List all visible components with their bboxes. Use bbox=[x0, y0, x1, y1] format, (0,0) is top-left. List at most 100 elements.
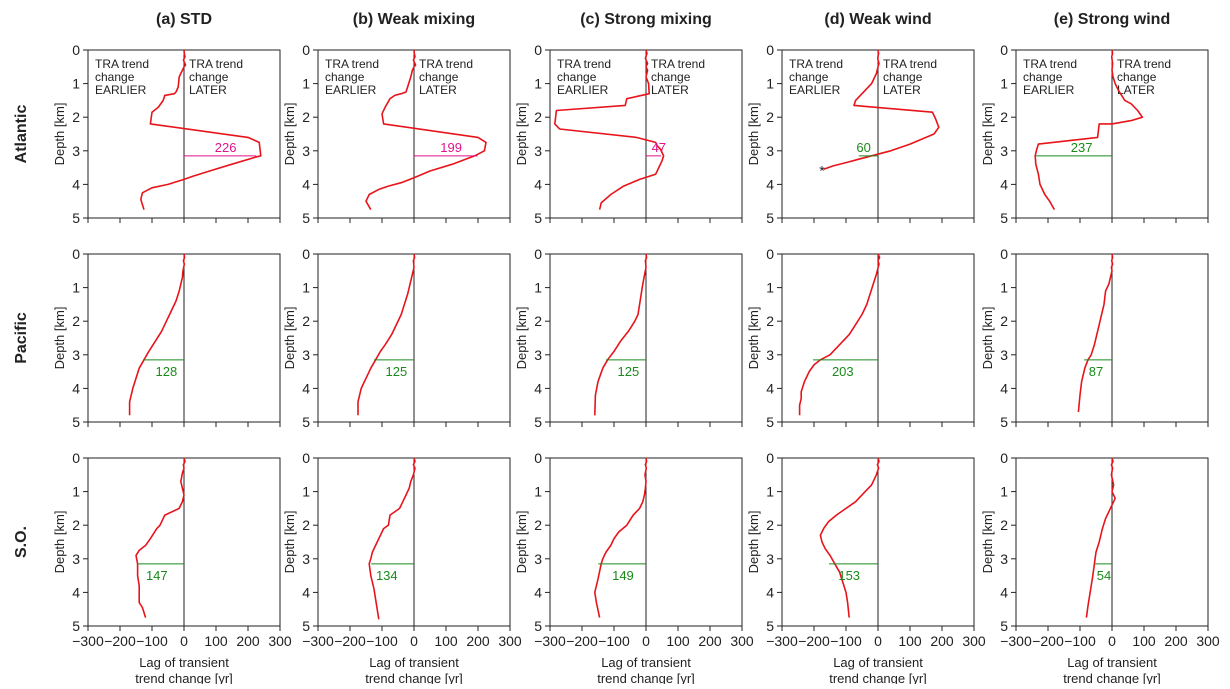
x-tick-label: 0 bbox=[180, 633, 188, 649]
y-tick-label: 1 bbox=[1000, 280, 1008, 296]
x-tick-label: 200 bbox=[236, 633, 260, 649]
marker-value-label: 153 bbox=[838, 568, 860, 583]
x-tick-label: −300 bbox=[302, 633, 334, 649]
x-tick-label: −100 bbox=[1064, 633, 1096, 649]
y-tick-label: 0 bbox=[302, 246, 310, 262]
marker-value-label: 237 bbox=[1071, 140, 1093, 155]
x-tick-label: −300 bbox=[1000, 633, 1032, 649]
marker-value-label: 203 bbox=[832, 364, 854, 379]
annotation-earlier: EARLIER bbox=[325, 83, 377, 97]
annotation-earlier: change bbox=[1023, 70, 1063, 84]
profile-line bbox=[823, 49, 940, 171]
annotation-earlier: change bbox=[789, 70, 829, 84]
y-tick-label: 4 bbox=[72, 584, 80, 600]
annotation-later: TRA trend bbox=[419, 57, 473, 71]
x-tick-label: 200 bbox=[466, 633, 490, 649]
x-tick-label: 300 bbox=[498, 633, 522, 649]
y-tick-label: 5 bbox=[534, 210, 542, 226]
y-tick-label: 1 bbox=[766, 484, 774, 500]
y-tick-label: 4 bbox=[766, 584, 774, 600]
y-axis-label: Depth [km] bbox=[52, 511, 67, 574]
asterisk-marker: * bbox=[819, 163, 825, 179]
y-tick-label: 1 bbox=[72, 280, 80, 296]
marker-value-label: 199 bbox=[440, 140, 462, 155]
annotation-earlier: TRA trend bbox=[1023, 57, 1077, 71]
y-tick-label: 3 bbox=[72, 143, 80, 159]
profile-line bbox=[1085, 457, 1116, 618]
x-tick-label: 200 bbox=[930, 633, 954, 649]
y-tick-label: 3 bbox=[766, 347, 774, 363]
x-tick-label: 300 bbox=[268, 633, 292, 649]
y-tick-label: 3 bbox=[302, 143, 310, 159]
x-axis-label: Lag of transient bbox=[139, 655, 229, 670]
y-tick-label: 3 bbox=[302, 551, 310, 567]
annotation-earlier: TRA trend bbox=[95, 57, 149, 71]
profile-line bbox=[798, 253, 881, 416]
y-tick-label: 2 bbox=[534, 517, 542, 533]
y-tick-label: 0 bbox=[766, 42, 774, 58]
x-tick-label: −100 bbox=[366, 633, 398, 649]
y-tick-label: 1 bbox=[1000, 76, 1008, 92]
y-tick-label: 5 bbox=[302, 618, 310, 634]
profile-line bbox=[128, 253, 186, 416]
y-axis-label: Depth [km] bbox=[746, 103, 761, 166]
x-tick-label: 100 bbox=[204, 633, 228, 649]
y-tick-label: 3 bbox=[72, 551, 80, 567]
column-title: (e) Strong wind bbox=[1054, 11, 1170, 28]
y-tick-label: 5 bbox=[534, 414, 542, 430]
y-tick-label: 3 bbox=[534, 551, 542, 567]
annotation-earlier: TRA trend bbox=[557, 57, 611, 71]
marker-value-label: 125 bbox=[386, 364, 408, 379]
profile-line bbox=[140, 49, 262, 210]
y-tick-label: 1 bbox=[1000, 484, 1008, 500]
y-tick-label: 1 bbox=[72, 484, 80, 500]
profile-line bbox=[365, 49, 487, 210]
y-axis-label: Depth [km] bbox=[52, 103, 67, 166]
y-tick-label: 3 bbox=[1000, 347, 1008, 363]
y-tick-label: 4 bbox=[72, 380, 80, 396]
x-axis-label: Lag of transient bbox=[369, 655, 459, 670]
column-title: (c) Strong mixing bbox=[580, 11, 712, 28]
y-axis-label: Depth [km] bbox=[282, 511, 297, 574]
x-axis-label: trend change [yr] bbox=[365, 671, 463, 684]
annotation-later: LATER bbox=[883, 83, 921, 97]
y-tick-label: 2 bbox=[72, 517, 80, 533]
x-tick-label: −200 bbox=[798, 633, 830, 649]
marker-value-label: 134 bbox=[376, 568, 398, 583]
y-tick-label: 2 bbox=[72, 109, 80, 125]
y-tick-label: 2 bbox=[1000, 517, 1008, 533]
annotation-later: LATER bbox=[651, 83, 689, 97]
annotation-earlier: EARLIER bbox=[95, 83, 147, 97]
y-tick-label: 2 bbox=[1000, 313, 1008, 329]
y-tick-label: 4 bbox=[534, 584, 542, 600]
y-tick-label: 5 bbox=[766, 414, 774, 430]
y-axis-label: Depth [km] bbox=[980, 103, 995, 166]
annotation-later: change bbox=[883, 70, 923, 84]
x-tick-label: −200 bbox=[566, 633, 598, 649]
y-tick-label: 5 bbox=[302, 414, 310, 430]
x-axis-label: trend change [yr] bbox=[829, 671, 927, 684]
x-axis-label: Lag of transient bbox=[1067, 655, 1157, 670]
y-tick-label: 0 bbox=[1000, 42, 1008, 58]
column-title: (d) Weak wind bbox=[824, 11, 931, 28]
annotation-later: LATER bbox=[1117, 83, 1155, 97]
x-tick-label: −200 bbox=[1032, 633, 1064, 649]
annotation-earlier: EARLIER bbox=[789, 83, 841, 97]
profile-line bbox=[357, 253, 416, 416]
x-tick-label: 0 bbox=[642, 633, 650, 649]
x-axis-label: trend change [yr] bbox=[135, 671, 233, 684]
y-tick-label: 4 bbox=[534, 380, 542, 396]
y-axis-label: Depth [km] bbox=[514, 307, 529, 370]
annotation-later: change bbox=[651, 70, 691, 84]
y-tick-label: 0 bbox=[1000, 450, 1008, 466]
profile-line bbox=[819, 457, 880, 618]
profile-line bbox=[1077, 253, 1114, 412]
y-tick-label: 4 bbox=[1000, 176, 1008, 192]
y-tick-label: 0 bbox=[766, 246, 774, 262]
annotation-earlier: change bbox=[557, 70, 597, 84]
annotation-later: TRA trend bbox=[1117, 57, 1171, 71]
y-tick-label: 4 bbox=[766, 380, 774, 396]
profile-line bbox=[593, 457, 648, 618]
y-axis-label: Depth [km] bbox=[980, 511, 995, 574]
